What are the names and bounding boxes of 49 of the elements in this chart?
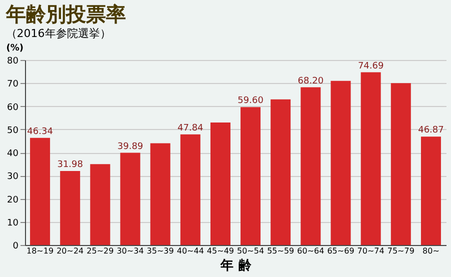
y-tick-label: 20 (7, 195, 19, 206)
x-tick-label: 35~39 (146, 246, 174, 256)
x-tick-label: 75~79 (387, 246, 414, 256)
x-tick-label: 80~ (422, 246, 440, 256)
chart-title: 年齢別投票率 (4, 2, 126, 26)
bar (90, 164, 110, 245)
data-label: 47.84 (178, 123, 204, 134)
chart-subtitle: （2016年参院選挙） (6, 27, 111, 40)
data-label: 39.89 (117, 142, 144, 152)
x-tick-label: 60~64 (297, 246, 324, 256)
bar (270, 99, 291, 245)
x-tick-label: 45~49 (206, 246, 234, 256)
bar (210, 122, 230, 245)
x-tick-label: 20~24 (56, 246, 84, 256)
data-label: 31.98 (57, 160, 84, 170)
x-tick-label: 55~59 (267, 246, 294, 256)
data-label: 59.60 (238, 96, 264, 106)
bar (300, 87, 321, 245)
bar (360, 72, 381, 245)
bar (30, 138, 50, 245)
x-tick-label: 25~29 (86, 246, 114, 256)
data-label: 46.34 (27, 126, 54, 137)
x-tick-label: 50~54 (237, 246, 264, 256)
x-tick-label: 70~74 (357, 246, 384, 256)
bar (180, 134, 200, 245)
y-tick-label: 80 (7, 56, 19, 66)
y-tick-label: 40 (7, 149, 19, 159)
data-label: 68.20 (298, 76, 324, 86)
bar (150, 143, 170, 245)
x-tick-label: 40~44 (176, 246, 204, 256)
x-tick-label: 18~19 (26, 246, 54, 256)
y-tick-label: 10 (7, 218, 19, 228)
bar (390, 83, 411, 245)
bar (60, 171, 80, 245)
bar (240, 107, 261, 245)
y-axis-title: (%) (6, 44, 24, 54)
x-tick-label: 65~69 (327, 246, 354, 256)
x-axis-title: 年 齢 (220, 258, 252, 274)
y-tick-label: 30 (7, 172, 19, 182)
data-label: 46.87 (418, 126, 444, 136)
bar (420, 136, 441, 245)
y-tick-label: 70 (7, 80, 19, 90)
y-tick-label: 50 (7, 126, 19, 136)
x-tick-label: 30~34 (116, 246, 144, 256)
bar (330, 80, 351, 245)
y-tick-label: 60 (7, 102, 19, 113)
data-label: 74.69 (358, 61, 384, 72)
bar (120, 152, 140, 245)
y-tick-label: 0 (12, 242, 19, 252)
